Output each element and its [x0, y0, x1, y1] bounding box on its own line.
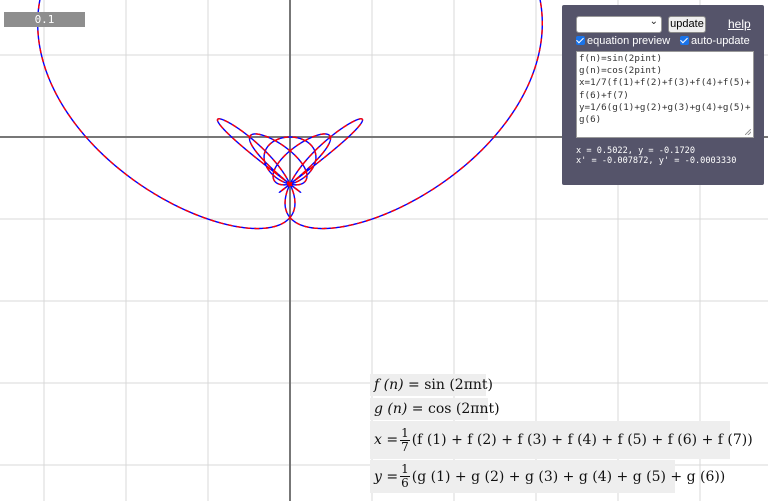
equation-preview-option[interactable]: equation preview — [576, 35, 670, 47]
panel-toolbar: ⌄ update help — [576, 16, 762, 34]
auto-update-label: auto-update — [691, 35, 750, 47]
editor-line: x=1/7(f(1)+f(2)+f(3)+f(4)+f(5)+f(6)+f(7) — [579, 77, 751, 101]
auto-update-checkbox[interactable] — [680, 36, 689, 45]
eq-x-numerator: 1 — [400, 425, 410, 441]
coords-line-derivatives: x' = -0.007872, y' = -0.0003330 — [576, 156, 737, 166]
eq-y-lhs: y = — [374, 468, 399, 485]
panel-options: equation preview auto-update — [576, 35, 764, 49]
curve-red — [37, 0, 543, 230]
equation-editor[interactable]: f(n)=sin(2pint) g(n)=cos(2pint) x=1/7(f(… — [576, 51, 754, 138]
eq-x-denominator: 7 — [401, 439, 409, 454]
resize-grip-icon[interactable] — [745, 129, 751, 135]
eq-y-rhs: (g (1) + g (2) + g (3) + g (4) + g (5) +… — [411, 468, 726, 485]
eq-g-lhs: g (n) = — [374, 401, 428, 417]
chevron-down-icon: ⌄ — [649, 16, 658, 27]
equation-panel: ⌄ update help equation preview auto-upda… — [562, 5, 764, 185]
eq-f-lhs: f (n) = — [374, 377, 425, 393]
eq-g-rhs: cos (2πnt) — [427, 401, 500, 417]
help-link[interactable]: help — [728, 17, 751, 31]
eq-f-rhs: sin (2πnt) — [424, 377, 494, 393]
editor-line: y=1/6(g(1)+g(2)+g(3)+g(4)+g(5)+g(6) — [579, 101, 751, 126]
update-button[interactable]: update — [668, 16, 706, 33]
coords-line-xy: x = 0.5022, y = -0.1720 — [576, 146, 695, 156]
equation-preview-f: f (n) = sin (2πnt) — [370, 374, 493, 396]
auto-update-option[interactable]: auto-update — [680, 35, 750, 47]
equation-preview-g: g (n) = cos (2πnt) — [370, 398, 500, 420]
eq-x-rhs: (f (1) + f (2) + f (3) + f (4) + f (5) +… — [411, 432, 753, 448]
equation-preview-checkbox[interactable] — [576, 36, 585, 45]
editor-line: f(n)=sin(2pint) — [579, 53, 662, 64]
eq-y-numerator: 1 — [400, 462, 410, 477]
editor-line: g(n)=cos(2pint) — [579, 65, 662, 77]
eq-y-denominator: 6 — [401, 476, 409, 490]
equation-preview-label: equation preview — [587, 35, 671, 47]
coordinate-readout: x = 0.5022, y = -0.1720 x' = -0.007872, y… — [576, 146, 736, 166]
time-value-box[interactable]: 0.1 — [4, 12, 85, 27]
preset-select[interactable]: ⌄ — [576, 16, 662, 33]
eq-x-lhs: x = — [374, 432, 399, 448]
